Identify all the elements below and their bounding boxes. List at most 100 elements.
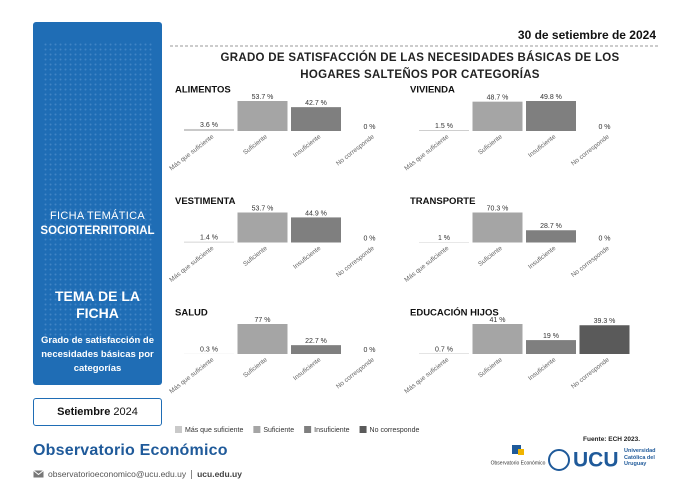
value-label: 0 % [598, 124, 610, 131]
category-label: Suficiente [242, 133, 269, 156]
value-label: 48.7 % [487, 95, 509, 102]
value-label: 49.8 % [540, 94, 562, 101]
bar [184, 128, 234, 131]
bar [419, 353, 469, 354]
logo-ucu-name-box: Universidad Católica del Uruguay [624, 448, 656, 467]
main-title: GRADO DE SATISFACCIÓN DE LAS NECESIDADES… [220, 52, 620, 81]
logo-observatorio-text: Observatorio Económico [491, 460, 546, 466]
bar [184, 241, 234, 243]
category-label: Insuficiente [527, 245, 558, 271]
value-label: 0.3 % [200, 347, 218, 354]
category-label: No corresponde [570, 245, 611, 279]
value-label: 28.7 % [540, 223, 562, 230]
sidebar: FICHA TEMÁTICA SOCIOTERRITORIAL TEMA DE … [33, 22, 162, 385]
legend-label: Suficiente [263, 427, 294, 434]
bar [472, 212, 523, 243]
value-label: 22.7 % [305, 338, 327, 345]
value-label: 1.4 % [200, 235, 218, 242]
month-box: Setiembre 2024 [33, 398, 162, 426]
bar [291, 107, 341, 131]
category-label: Suficiente [477, 133, 504, 156]
kicker: FICHA TEMÁTICA [49, 210, 146, 222]
mail-icon [33, 470, 44, 478]
bar [237, 212, 288, 243]
bar [291, 345, 341, 354]
logo-ucu: UCU [573, 449, 619, 472]
value-label: 39.3 % [594, 318, 616, 325]
chart-title: VESTIMENTA [175, 196, 236, 207]
chart-title: TRANSPORTE [410, 196, 475, 207]
category-label: Suficiente [242, 245, 269, 268]
legend-label: Insuficiente [314, 427, 350, 434]
legend-swatch [304, 426, 312, 433]
category-label: Más que suficiente [403, 245, 450, 284]
category-label: No corresponde [335, 356, 376, 390]
value-label: 1.5 % [435, 123, 453, 130]
category-label: Insuficiente [527, 356, 558, 382]
value-label: 53.7 % [252, 94, 274, 101]
value-label: 0 % [363, 124, 375, 131]
category-label: Más que suficiente [403, 356, 450, 395]
category-label: No corresponde [335, 133, 376, 167]
legend-label: Más que suficiente [185, 427, 243, 434]
site: ucu.edu.uy [197, 469, 242, 479]
legend-label: No corresponde [370, 427, 420, 434]
brand: Observatorio Económico [33, 442, 228, 459]
month: Setiembre [57, 406, 111, 418]
category-label: No corresponde [570, 356, 611, 390]
logo-observatorio: Observatorio Económico [491, 445, 546, 466]
year: 2024 [113, 406, 138, 418]
category-label: Insuficiente [527, 133, 558, 159]
separator [191, 469, 193, 479]
legend-swatch [359, 426, 367, 433]
chart-title: EDUCACIÓN HIJOS [410, 307, 499, 319]
category-label: Más que suficiente [168, 133, 215, 172]
kicker-bold: SOCIOTERRITORIAL [40, 225, 155, 237]
legend-swatch [253, 426, 261, 433]
chart-title: VIVIENDA [410, 85, 455, 96]
value-label: 44.9 % [305, 210, 327, 217]
category-label: Más que suficiente [403, 133, 450, 172]
category-label: Suficiente [242, 356, 269, 379]
value-label: 1 % [438, 235, 450, 242]
category-label: Insuficiente [292, 133, 323, 159]
legend-swatch [175, 426, 182, 433]
bar [291, 217, 341, 243]
value-label: 42.7 % [305, 100, 327, 107]
category-label: No corresponde [570, 133, 611, 167]
logo-ucu-name: Universidad Católica del Uruguay [624, 448, 656, 467]
category-label: Insuficiente [292, 356, 323, 382]
logo-ucu-seal [548, 449, 570, 471]
bar [237, 101, 288, 131]
source: Fuente: ECH 2023. [583, 436, 641, 443]
topic: Grado de satisfacción de necesidades bás… [41, 335, 154, 374]
value-label: 0 % [363, 235, 375, 242]
value-label: 0 % [598, 235, 610, 242]
value-label: 77 % [255, 317, 271, 324]
category-label: Suficiente [477, 245, 504, 268]
bar [472, 101, 523, 131]
category-label: No corresponde [335, 245, 376, 279]
bar [419, 130, 469, 131]
sidebar-pattern [43, 42, 153, 342]
bar [526, 230, 576, 243]
value-label: 53.7 % [252, 205, 274, 212]
bar [237, 324, 288, 354]
contact: observatorioeconomico@ucu.edu.uy ucu.edu… [33, 469, 242, 479]
chart-title: SALUD [175, 308, 208, 319]
value-label: 19 % [543, 333, 559, 340]
date: 30 de setiembre de 2024 [517, 28, 656, 42]
bar [526, 340, 576, 354]
value-label: 0.7 % [435, 346, 453, 353]
value-label: 70.3 % [487, 205, 509, 212]
value-label: 41 % [490, 317, 506, 324]
bar [472, 324, 523, 354]
email: observatorioeconomico@ucu.edu.uy [48, 469, 187, 479]
category-label: Insuficiente [292, 245, 323, 271]
category-label: Más que suficiente [168, 245, 215, 284]
value-label: 3.6 % [200, 122, 218, 129]
bar [579, 325, 630, 354]
category-label: Suficiente [477, 356, 504, 379]
